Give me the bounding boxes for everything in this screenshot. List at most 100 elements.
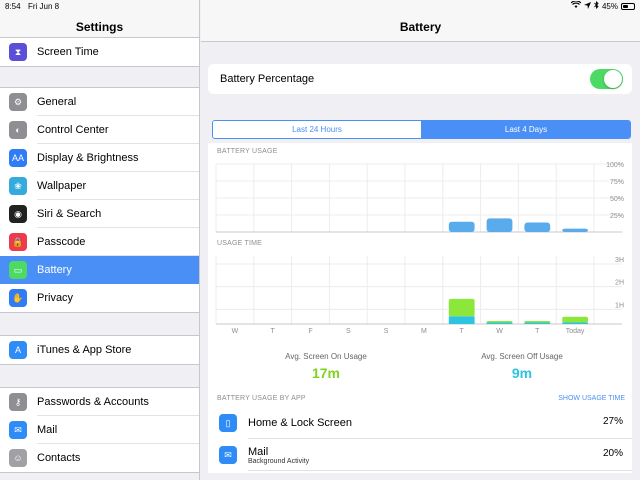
bar-segment — [562, 316, 588, 323]
sidebar-item-label: Battery — [37, 264, 72, 276]
avg-screen-off-value: 9m — [511, 365, 533, 381]
sidebar-item-label: iTunes & App Store — [37, 344, 132, 356]
segment-last-24-hours[interactable]: Last 24 Hours — [213, 121, 422, 138]
app-row[interactable]: ▯ Home & Lock Screen 27% — [208, 407, 632, 439]
sidebar-item-privacy[interactable]: ✋ Privacy — [0, 284, 199, 312]
wifi-icon — [570, 0, 582, 11]
sidebar-item-label: General — [37, 96, 77, 108]
sidebar-item-siri-search[interactable]: ◉ Siri & Search — [0, 200, 199, 228]
contacts-icon: ☺ — [9, 449, 27, 467]
sidebar-item-label: Passcode — [37, 236, 86, 248]
sidebar-group: ⧗ Screen Time — [0, 37, 199, 67]
y-tick-label: 25% — [610, 213, 624, 220]
avg-screen-on-label: Avg. Screen On Usage — [285, 352, 367, 361]
status-bar: 8:54 Fri Jun 8 45% — [0, 0, 640, 12]
sidebar-group: ⚙ General ◐ Control Center AA Display & Brigh… — [0, 87, 199, 313]
bar-segment — [562, 322, 588, 324]
bar — [448, 221, 475, 232]
y-tick-label: 50% — [610, 196, 624, 203]
battery-status-icon — [621, 2, 635, 10]
time-range-segmented-control: Last 24 Hours Last 4 Days — [212, 120, 631, 139]
y-tick-label: 100% — [606, 162, 624, 169]
sidebar-item-label: Display & Brightness — [37, 152, 139, 164]
sidebar-item-label: Contacts — [37, 452, 81, 464]
bar — [524, 222, 551, 232]
bar-segment — [524, 321, 551, 323]
home-screen-icon: ▯ — [219, 414, 237, 432]
app-text: Mail Background Activity — [248, 446, 309, 465]
sidebar-item-contacts[interactable]: ☺ Contacts — [0, 444, 199, 472]
x-tick-label: T — [535, 328, 540, 335]
app-name: Home & Lock Screen — [248, 417, 352, 429]
page-title: Battery — [201, 0, 640, 42]
bar — [562, 228, 588, 232]
sidebar-item-label: Wallpaper — [37, 180, 87, 192]
lock-icon: 🔒 — [9, 233, 27, 251]
y-tick-label: 2H — [615, 280, 624, 287]
app-percentage: 20% — [602, 448, 623, 459]
toggle-knob — [604, 70, 622, 88]
bar — [486, 218, 513, 232]
bar-segment — [448, 298, 475, 317]
text-size-icon: AA — [9, 149, 27, 167]
hourglass-icon: ⧗ — [9, 43, 27, 61]
switches-icon: ◐ — [9, 121, 27, 139]
usage-time-chart: 3H 2H 1H W T F S S M T W T Today — [215, 256, 624, 335]
sidebar-item-label: Privacy — [37, 292, 74, 304]
key-icon: ⚷ — [9, 393, 27, 411]
avg-screen-off-label: Avg. Screen Off Usage — [481, 352, 563, 361]
app-row[interactable]: ✉ Mail Background Activity 20% — [208, 439, 632, 471]
siri-icon: ◉ — [9, 205, 27, 223]
bar-segment — [486, 322, 513, 324]
x-tick-label: M — [421, 328, 427, 335]
sidebar-item-screen-time[interactable]: ⧗ Screen Time — [0, 38, 199, 66]
y-tick-label: 1H — [615, 302, 624, 309]
battery-usage-chart: 100% 75% 50% 25% — [215, 162, 624, 233]
flower-icon: ❀ — [9, 177, 27, 195]
x-tick-label: F — [308, 328, 312, 335]
battery-percentage-label: Battery Percentage — [220, 73, 315, 85]
show-usage-time-link[interactable]: SHOW USAGE TIME — [558, 395, 625, 402]
sidebar-item-passwords-accounts[interactable]: ⚷ Passwords & Accounts — [0, 388, 199, 416]
x-tick-label: W — [496, 328, 503, 335]
battery-panel: BATTERY USAGE 100% 75% 50% 25% USAGE TIME 3… — [208, 143, 632, 473]
bar-segment — [486, 320, 513, 323]
bar-segment — [524, 322, 551, 324]
app-text: Home & Lock Screen — [248, 417, 352, 429]
battery-usage-label: BATTERY USAGE — [217, 148, 278, 155]
usage-time-label: USAGE TIME — [217, 240, 263, 247]
x-tick-label: W — [232, 328, 239, 335]
sidebar-item-display-brightness[interactable]: AA Display & Brightness — [0, 144, 199, 172]
battery-percentage-toggle[interactable] — [590, 69, 623, 89]
sidebar-item-general[interactable]: ⚙ General — [0, 88, 199, 116]
app-subtitle: Background Activity — [248, 457, 310, 465]
hand-icon: ✋ — [9, 289, 27, 307]
sidebar-item-label: Siri & Search — [37, 208, 102, 220]
sidebar-item-wallpaper[interactable]: ❀ Wallpaper — [0, 172, 199, 200]
bluetooth-icon — [594, 0, 599, 11]
y-tick-label: 75% — [610, 179, 624, 186]
x-tick-label: S — [346, 328, 351, 335]
battery-percentage-row: Battery Percentage — [208, 64, 632, 94]
avg-screen-on-value: 17m — [311, 365, 341, 381]
x-tick-label: T — [271, 328, 276, 335]
battery-icon: ▭ — [9, 261, 27, 279]
x-tick-label: T — [460, 328, 465, 335]
settings-sidebar: Settings ⧗ Screen Time ⚙ General ◐ Control Ce… — [0, 0, 200, 480]
sidebar-item-battery[interactable]: ▭ Battery — [0, 256, 199, 284]
gear-icon: ⚙ — [9, 93, 27, 111]
sidebar-item-mail[interactable]: ✉ Mail — [0, 416, 199, 444]
bar-segment — [448, 316, 475, 324]
status-date: Fri Jun 8 — [28, 2, 60, 11]
segment-last-4-days[interactable]: Last 4 Days — [422, 121, 630, 138]
sidebar-item-control-center[interactable]: ◐ Control Center — [0, 116, 199, 144]
sidebar-item-passcode[interactable]: 🔒 Passcode — [0, 228, 199, 256]
location-icon — [583, 1, 591, 11]
app-store-icon: A — [9, 341, 27, 359]
x-tick-label: S — [384, 328, 389, 335]
status-right: 45% — [570, 0, 635, 11]
sidebar-item-label: Screen Time — [37, 46, 99, 58]
app-percentage: 27% — [602, 416, 623, 427]
